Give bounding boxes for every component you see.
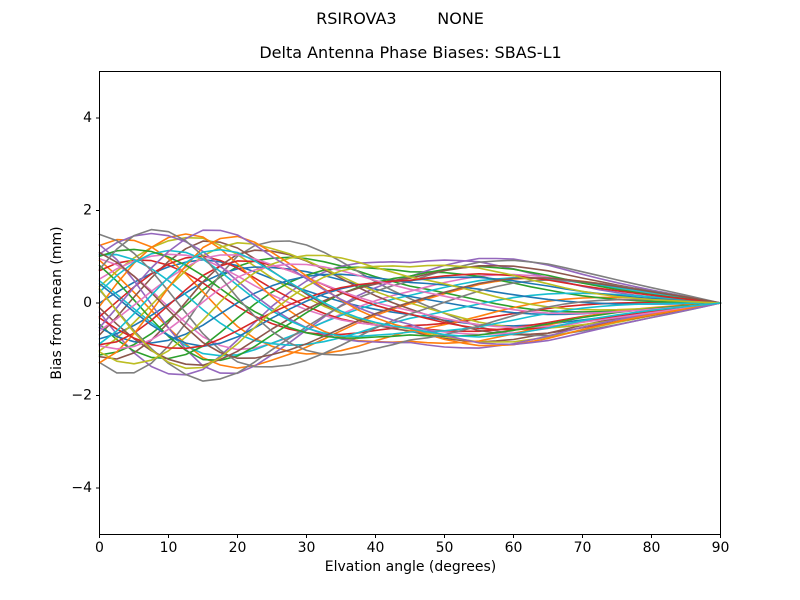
series-line [98, 249, 722, 338]
series-line [98, 273, 722, 344]
series-line [98, 264, 722, 362]
series-line [98, 276, 722, 357]
x-tick-label: 70 [574, 540, 592, 556]
series-line [98, 228, 722, 356]
x-tick-label: 10 [160, 540, 178, 556]
series-line [98, 259, 722, 376]
y-tick-label: 4 [83, 110, 92, 126]
series-line [98, 229, 722, 346]
x-tick-label: 80 [643, 540, 661, 556]
axes-title: Delta Antenna Phase Biases: SBAS-L1 [259, 43, 562, 62]
x-tick-label: 0 [95, 540, 104, 556]
y-axis-label: Bias from mean (mm) [49, 226, 65, 380]
series-line [98, 264, 722, 370]
series-line [98, 251, 722, 359]
series-line [98, 263, 722, 350]
series-line [98, 254, 722, 332]
series-line [98, 273, 722, 350]
series-line [98, 253, 722, 346]
x-axis-label: Elvation angle (degrees) [324, 559, 497, 575]
x-tick-label: 30 [298, 540, 316, 556]
figure-suptitle: RSIROVA3 NONE [316, 9, 484, 28]
x-tick-label: 60 [505, 540, 523, 556]
y-tick-label: −2 [71, 388, 92, 404]
series-line [98, 254, 722, 365]
series-line [98, 238, 722, 355]
y-tick-label: −4 [71, 480, 92, 496]
x-tick-label: 90 [712, 540, 730, 556]
x-tick-label: 40 [367, 540, 385, 556]
y-tick-label: 2 [83, 202, 92, 218]
x-tick-label: 20 [229, 540, 247, 556]
y-tick-label: 0 [83, 295, 92, 311]
series-line [98, 265, 722, 366]
series-line [98, 248, 722, 345]
x-tick-label: 50 [436, 540, 454, 556]
